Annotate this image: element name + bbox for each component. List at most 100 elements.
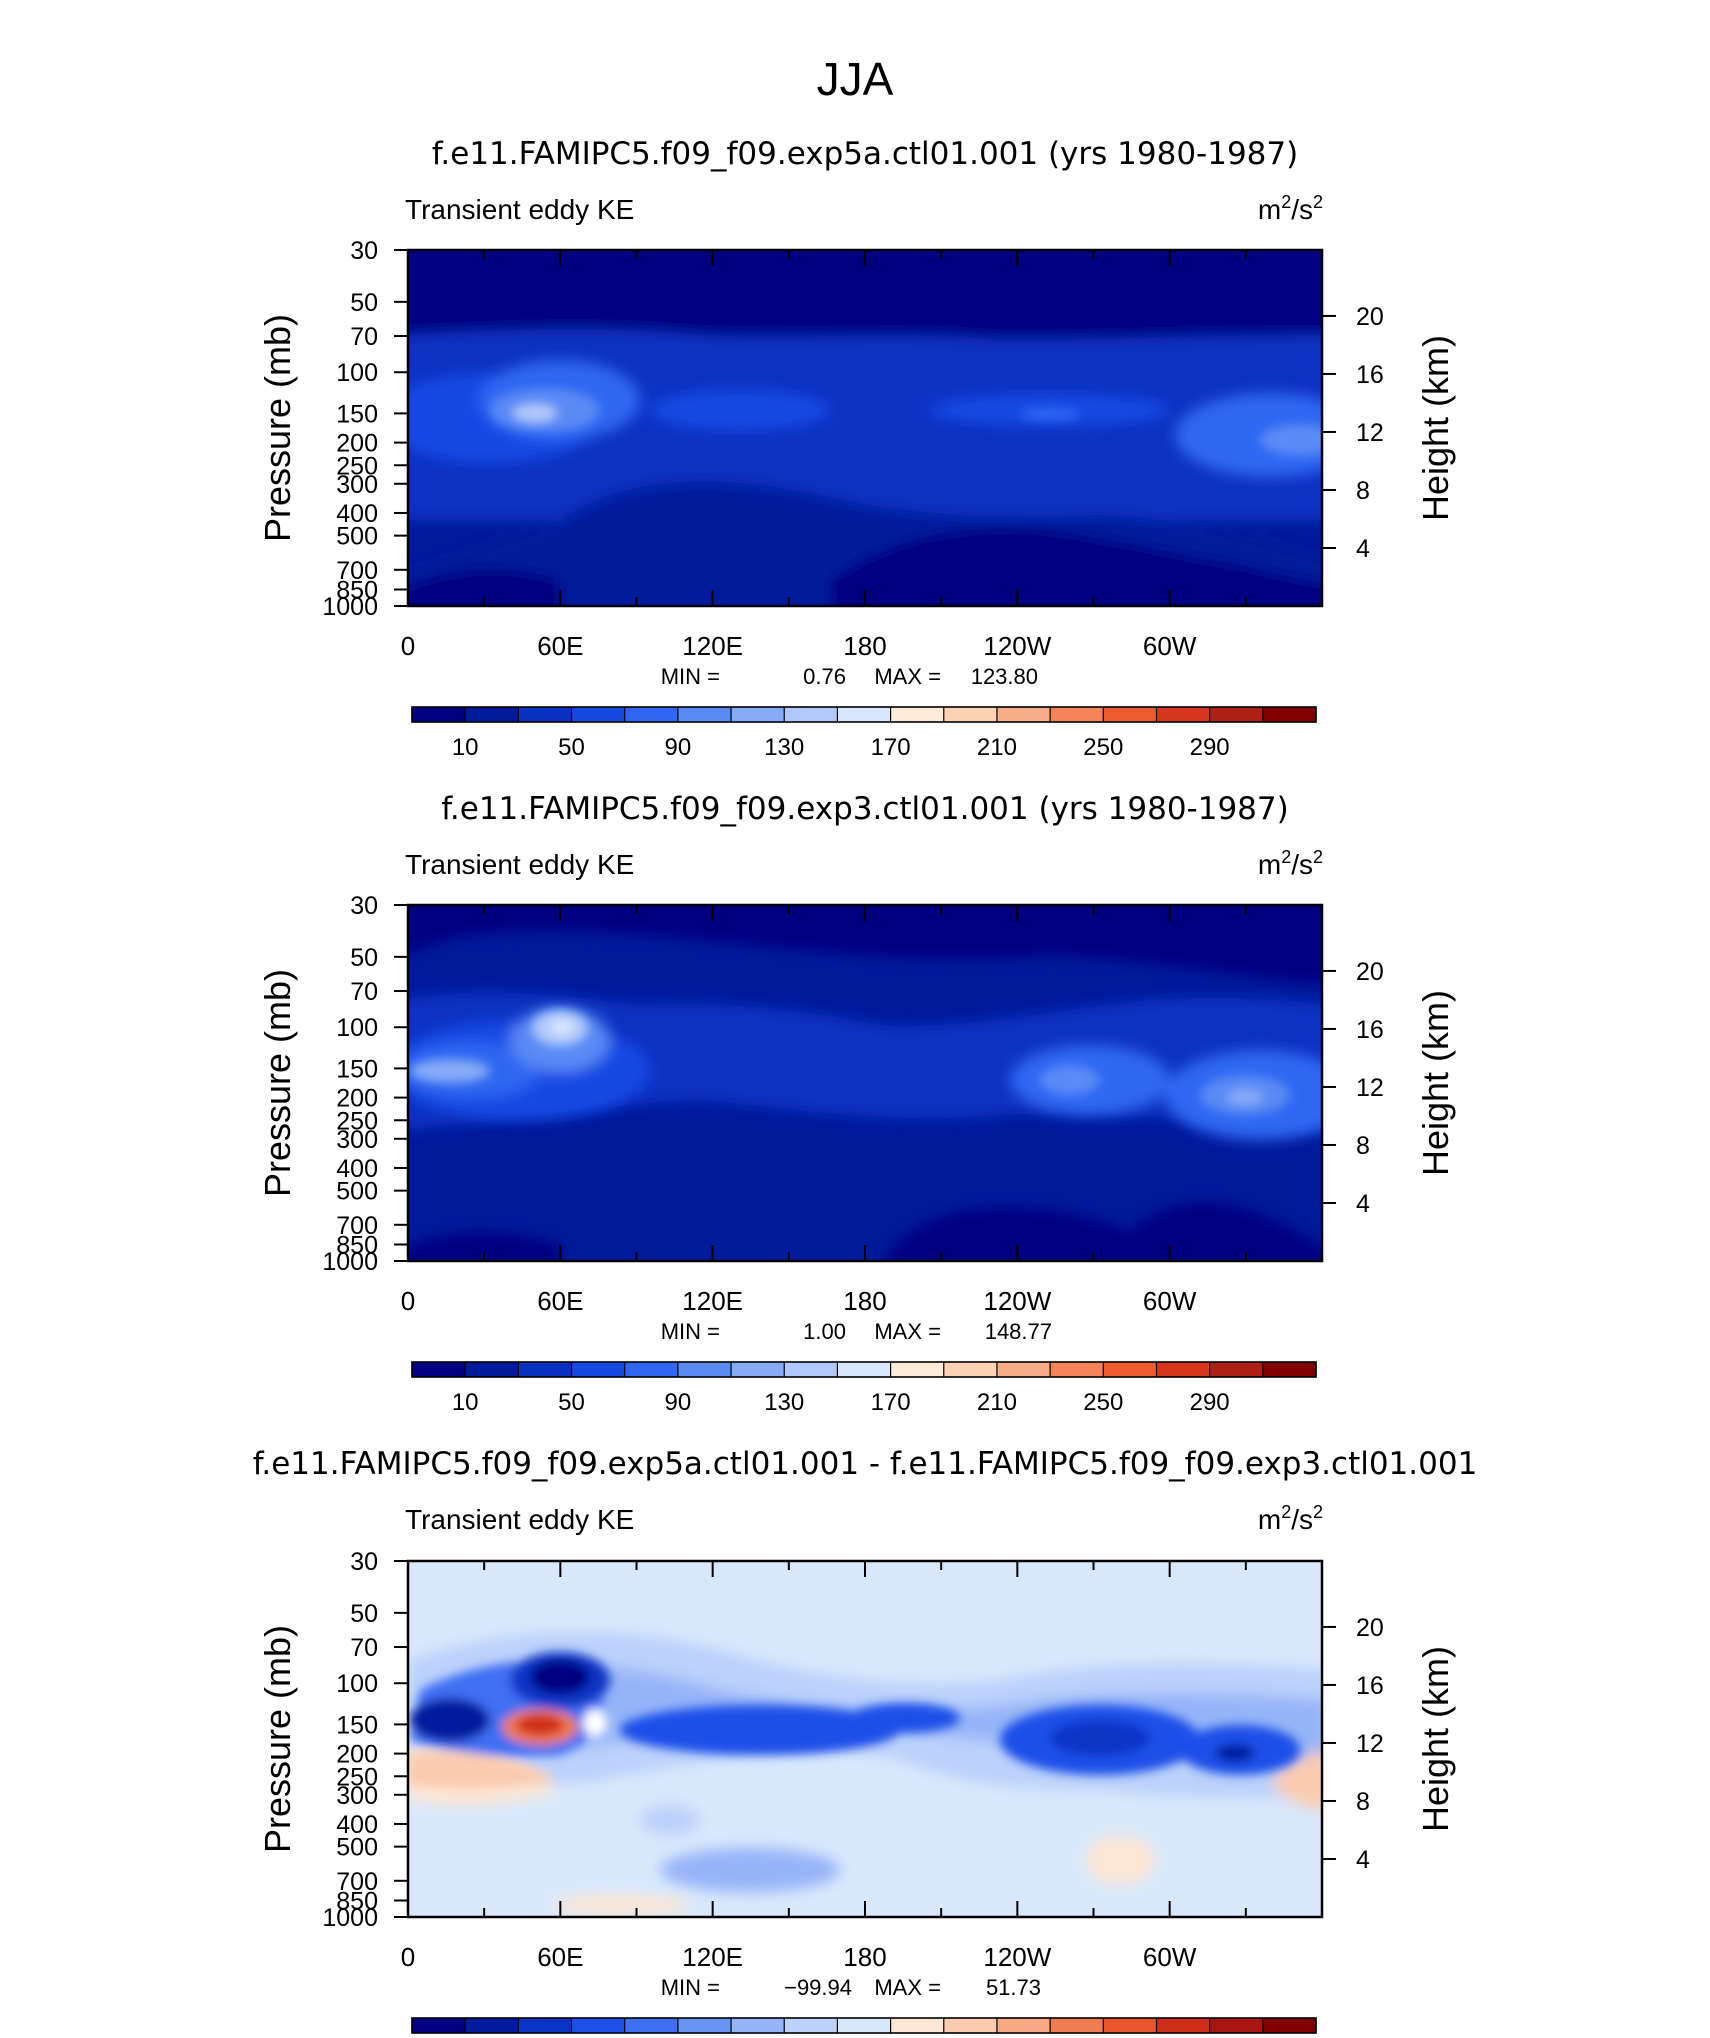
pressure-tick-label: 850 xyxy=(336,1888,378,1916)
colorbar-label: 290 xyxy=(1190,734,1230,761)
panel-1-jet-east xyxy=(1175,393,1322,477)
height-tick-label: 16 xyxy=(1356,361,1384,389)
pressure-tick-label: 250 xyxy=(336,1763,378,1791)
x-tick-label: 120W xyxy=(983,631,1051,661)
height-tick-label: 4 xyxy=(1356,535,1370,563)
x-tick-label: 60E xyxy=(537,631,583,661)
pressure-tick-label: 400 xyxy=(336,500,378,528)
pressure-tick-label: 70 xyxy=(350,1634,378,1662)
pressure-tick-label: 400 xyxy=(336,1811,378,1839)
pressure-tick-label: 700 xyxy=(336,1868,378,1896)
colorbar-swatch xyxy=(412,2018,466,2033)
panel-1-units-mid: /s xyxy=(1291,194,1313,225)
panel-1-field-surface-right xyxy=(830,527,1322,606)
height-tick-label: 12 xyxy=(1356,1074,1384,1102)
colorbar-label: 170 xyxy=(871,1389,911,1416)
colorbar-swatch xyxy=(518,1362,573,1377)
colorbar-label: 250 xyxy=(1083,1389,1123,1416)
pressure-tick-label: 500 xyxy=(336,523,378,551)
colorbar-swatch xyxy=(890,707,945,722)
colorbar-label: 130 xyxy=(764,734,804,761)
x-tick-label: 120W xyxy=(983,1942,1051,1972)
colorbar-label: 250 xyxy=(1083,734,1123,761)
height-tick-label: 8 xyxy=(1356,1788,1370,1816)
height-tick-label: 20 xyxy=(1356,1614,1384,1642)
chart-panel-2: f.e11.FAMIPC5.f09_f09.exp3.ctl01.001 (yr… xyxy=(257,791,1456,1416)
colorbar-swatch xyxy=(784,707,838,722)
x-tick-label: 60W xyxy=(1143,1942,1197,1972)
colorbar-swatch xyxy=(1209,1362,1264,1377)
panel-2-units-exp-2: 2 xyxy=(1313,847,1323,867)
height-tick-label: 4 xyxy=(1356,1190,1370,1218)
panel-3-title: f.e11.FAMIPC5.f09_f09.exp5a.ctl01.001 - … xyxy=(253,1446,1478,1482)
colorbar-swatch xyxy=(1262,707,1317,722)
pressure-tick-label: 100 xyxy=(336,1670,378,1698)
panel-1-max-value: 123.80 xyxy=(971,664,1038,689)
colorbar-swatch xyxy=(943,2018,998,2033)
pressure-tick-label: 70 xyxy=(350,978,378,1006)
panel-3-max-label: MAX = xyxy=(874,1975,941,2000)
panel-3-units-base: m xyxy=(1258,1504,1281,1535)
colorbar-frame xyxy=(411,706,1317,723)
panel-3-field-lower-neg xyxy=(660,1848,840,1892)
panel-2-axes: 0 60E 120E 180 120W 60W3050701001502002503004… xyxy=(257,892,1456,1344)
colorbar-label: 130 xyxy=(764,1389,804,1416)
pressure-tick-label: 500 xyxy=(336,1178,378,1206)
colorbar-label: 10 xyxy=(452,734,479,761)
pressure-tick-label: 100 xyxy=(336,359,378,387)
height-tick-label: 20 xyxy=(1356,303,1384,331)
pressure-tick-label: 50 xyxy=(350,289,378,317)
pressure-tick-label: 30 xyxy=(350,237,378,265)
height-tick-label: 12 xyxy=(1356,1730,1384,1758)
panel-2-units-mid: /s xyxy=(1291,849,1313,880)
panel-1-axes: 0 60E 120E 180 120W 60W3050701001502002503004… xyxy=(257,237,1456,689)
x-tick-label: 60E xyxy=(537,1286,583,1316)
colorbar-swatch xyxy=(677,707,732,722)
colorbar-label: 50 xyxy=(558,734,585,761)
pressure-tick-label: 850 xyxy=(336,1232,378,1260)
panel-3-units: m2/s2 xyxy=(1258,1502,1323,1535)
colorbar-swatch xyxy=(1050,2018,1104,2033)
panel-3-variable-label: Transient eddy KE xyxy=(405,1504,634,1535)
colorbar-swatch xyxy=(1262,1362,1317,1377)
pressure-tick-label: 500 xyxy=(336,1834,378,1862)
panel-1-min-value: 0.76 xyxy=(803,664,846,689)
panel-2-units: m2/s2 xyxy=(1258,847,1323,880)
panel-2-field-surface-right xyxy=(1105,1202,1322,1261)
pressure-tick-label: 300 xyxy=(336,471,378,499)
x-tick-label: 60W xyxy=(1143,1286,1197,1316)
pressure-tick-label: 700 xyxy=(336,557,378,585)
pressure-tick-label: 1000 xyxy=(322,1248,378,1276)
panel-1-jet-core xyxy=(513,404,557,422)
pressure-tick-label: 700 xyxy=(336,1212,378,1240)
colorbar-swatch xyxy=(1209,707,1264,722)
colorbar-swatch xyxy=(1156,2018,1211,2033)
colorbar-swatch xyxy=(731,2018,785,2033)
colorbar-swatch xyxy=(731,707,785,722)
x-tick-label: 180 xyxy=(843,1942,886,1972)
colorbar-label: 90 xyxy=(665,734,692,761)
pressure-tick-label: 400 xyxy=(336,1155,378,1183)
colorbar-swatch xyxy=(837,1362,892,1377)
panel-2-variable-label: Transient eddy KE xyxy=(405,849,634,880)
panel-1-pressure-axis-label: Pressure (mb) xyxy=(257,314,298,542)
colorbar-swatch xyxy=(465,707,519,722)
colorbar-swatch xyxy=(890,2018,945,2033)
panel-1-field-surface-left xyxy=(408,569,560,606)
panel-1-units-base: m xyxy=(1258,194,1281,225)
panel-3-min-label: MIN = xyxy=(661,1975,720,2000)
colorbar-swatch xyxy=(1103,707,1157,722)
colorbar-swatch xyxy=(1050,707,1104,722)
pressure-tick-label: 1000 xyxy=(322,1904,378,1932)
panel-1-field-jet-band xyxy=(408,329,1322,520)
colorbar-swatch xyxy=(412,707,466,722)
height-tick-label: 4 xyxy=(1356,1846,1370,1874)
colorbar-swatch xyxy=(1262,2018,1317,2033)
panel-2-jet-core xyxy=(550,1019,574,1035)
chart-panel-3: f.e11.FAMIPC5.f09_f09.exp5a.ctl01.001 - … xyxy=(253,1446,1478,2034)
panel-1-units-exp-1: 2 xyxy=(1281,192,1291,212)
colorbar-swatch xyxy=(943,1362,998,1377)
height-tick-label: 8 xyxy=(1356,1132,1370,1160)
panel-3-units-exp-2: 2 xyxy=(1313,1502,1323,1522)
